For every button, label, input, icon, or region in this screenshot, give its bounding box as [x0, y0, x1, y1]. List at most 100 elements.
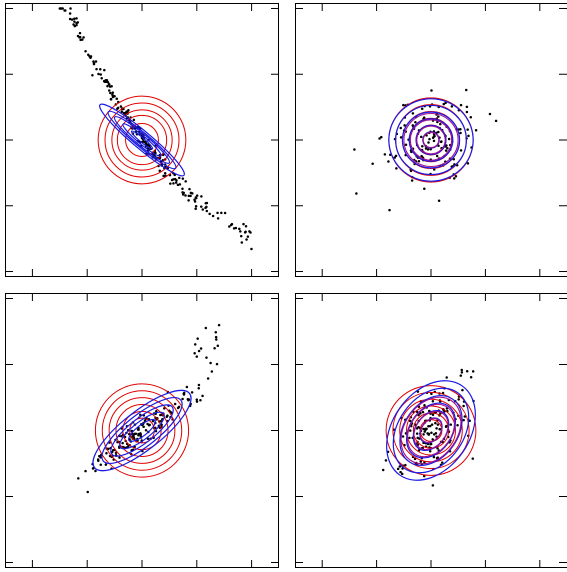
data-point: [216, 217, 220, 220]
data-point: [400, 472, 404, 476]
data-point: [437, 115, 440, 118]
contour-blue-ellipse: [99, 103, 185, 177]
data-point: [144, 428, 148, 432]
contour-overlap-ring: [416, 125, 446, 155]
data-point: [459, 103, 463, 107]
data-point: [436, 423, 440, 426]
contour-blue-ellipse: [408, 118, 454, 162]
data-point: [70, 18, 74, 21]
data-point: [445, 376, 448, 379]
data-point: [439, 140, 443, 144]
data-point: [446, 147, 449, 150]
data-point: [420, 107, 424, 111]
contour-overlap-ring: [406, 403, 456, 458]
data-point: [76, 34, 80, 38]
data-point: [462, 418, 465, 422]
data-point: [410, 179, 414, 182]
contour-red-circle: [385, 385, 477, 476]
data-point: [424, 428, 427, 432]
data-point: [439, 122, 442, 126]
data-point: [194, 196, 198, 199]
data-point: [191, 192, 194, 195]
data-point: [242, 222, 245, 226]
data-point: [355, 192, 358, 195]
data-point: [214, 331, 218, 334]
data-point: [353, 148, 356, 151]
data-point: [197, 349, 201, 353]
data-point: [162, 174, 165, 178]
data-point: [159, 413, 162, 417]
contour-red-circle: [392, 391, 470, 470]
data-point: [378, 137, 381, 140]
data-point: [422, 433, 425, 436]
data-point: [403, 124, 406, 127]
data-point: [444, 101, 447, 105]
data-point: [488, 112, 492, 116]
contour-overlap-ring: [413, 410, 449, 451]
data-point: [100, 77, 103, 80]
data-point: [437, 130, 440, 134]
data-point: [438, 428, 442, 431]
data-point: [151, 419, 155, 423]
data-point: [469, 376, 473, 379]
data-point: [195, 398, 199, 401]
contour-lines: [385, 380, 477, 481]
data-point: [422, 474, 426, 478]
plot-frame: [5, 3, 279, 277]
data-point: [471, 370, 475, 373]
contour-red-circle: [116, 114, 168, 166]
data-point: [116, 107, 119, 111]
data-point: [94, 469, 97, 473]
data-point: [388, 208, 391, 212]
data-point: [437, 199, 441, 202]
data-point: [188, 187, 191, 191]
data-point: [201, 208, 205, 211]
data-point: [132, 118, 136, 122]
data-point: [431, 438, 434, 441]
data-point: [68, 17, 72, 21]
data-point: [216, 211, 219, 215]
data-point: [404, 143, 408, 147]
data-point: [200, 205, 203, 208]
data-point: [460, 371, 464, 374]
data-point: [432, 433, 436, 436]
data-point: [184, 180, 187, 183]
data-point: [210, 370, 214, 373]
contour-red-circle: [97, 95, 187, 185]
contour-lines: [97, 95, 187, 185]
data-point: [409, 429, 412, 432]
contour-blue-ellipse: [415, 124, 447, 156]
contour-red-circle: [108, 397, 176, 464]
data-point: [417, 159, 421, 163]
data-point: [205, 209, 209, 213]
contour-blue-ellipse: [101, 397, 183, 464]
data-point: [91, 73, 94, 77]
data-point: [469, 115, 473, 119]
data-point: [194, 204, 198, 208]
plot-frame: [295, 3, 567, 277]
data-point: [142, 425, 145, 428]
data-point: [463, 415, 467, 418]
data-point: [195, 400, 199, 403]
data-point: [200, 195, 203, 198]
data-point: [213, 347, 216, 350]
data-point: [170, 178, 174, 182]
data-point: [229, 223, 233, 227]
data-point: [430, 89, 433, 92]
contour-lines: [92, 383, 192, 478]
axis-ticks: [295, 293, 567, 568]
contour-red-circle: [94, 383, 190, 478]
data-point: [187, 199, 190, 202]
data-point: [467, 134, 470, 138]
contour-red-circle: [104, 102, 180, 178]
data-point: [399, 126, 403, 130]
data-point: [401, 435, 405, 438]
data-point: [95, 67, 98, 71]
data-point: [92, 62, 96, 66]
data-point: [453, 177, 456, 180]
data-point: [120, 434, 123, 438]
data-point: [456, 424, 459, 427]
data-point: [431, 413, 435, 416]
data-point: [474, 129, 478, 132]
data-point: [449, 423, 453, 426]
